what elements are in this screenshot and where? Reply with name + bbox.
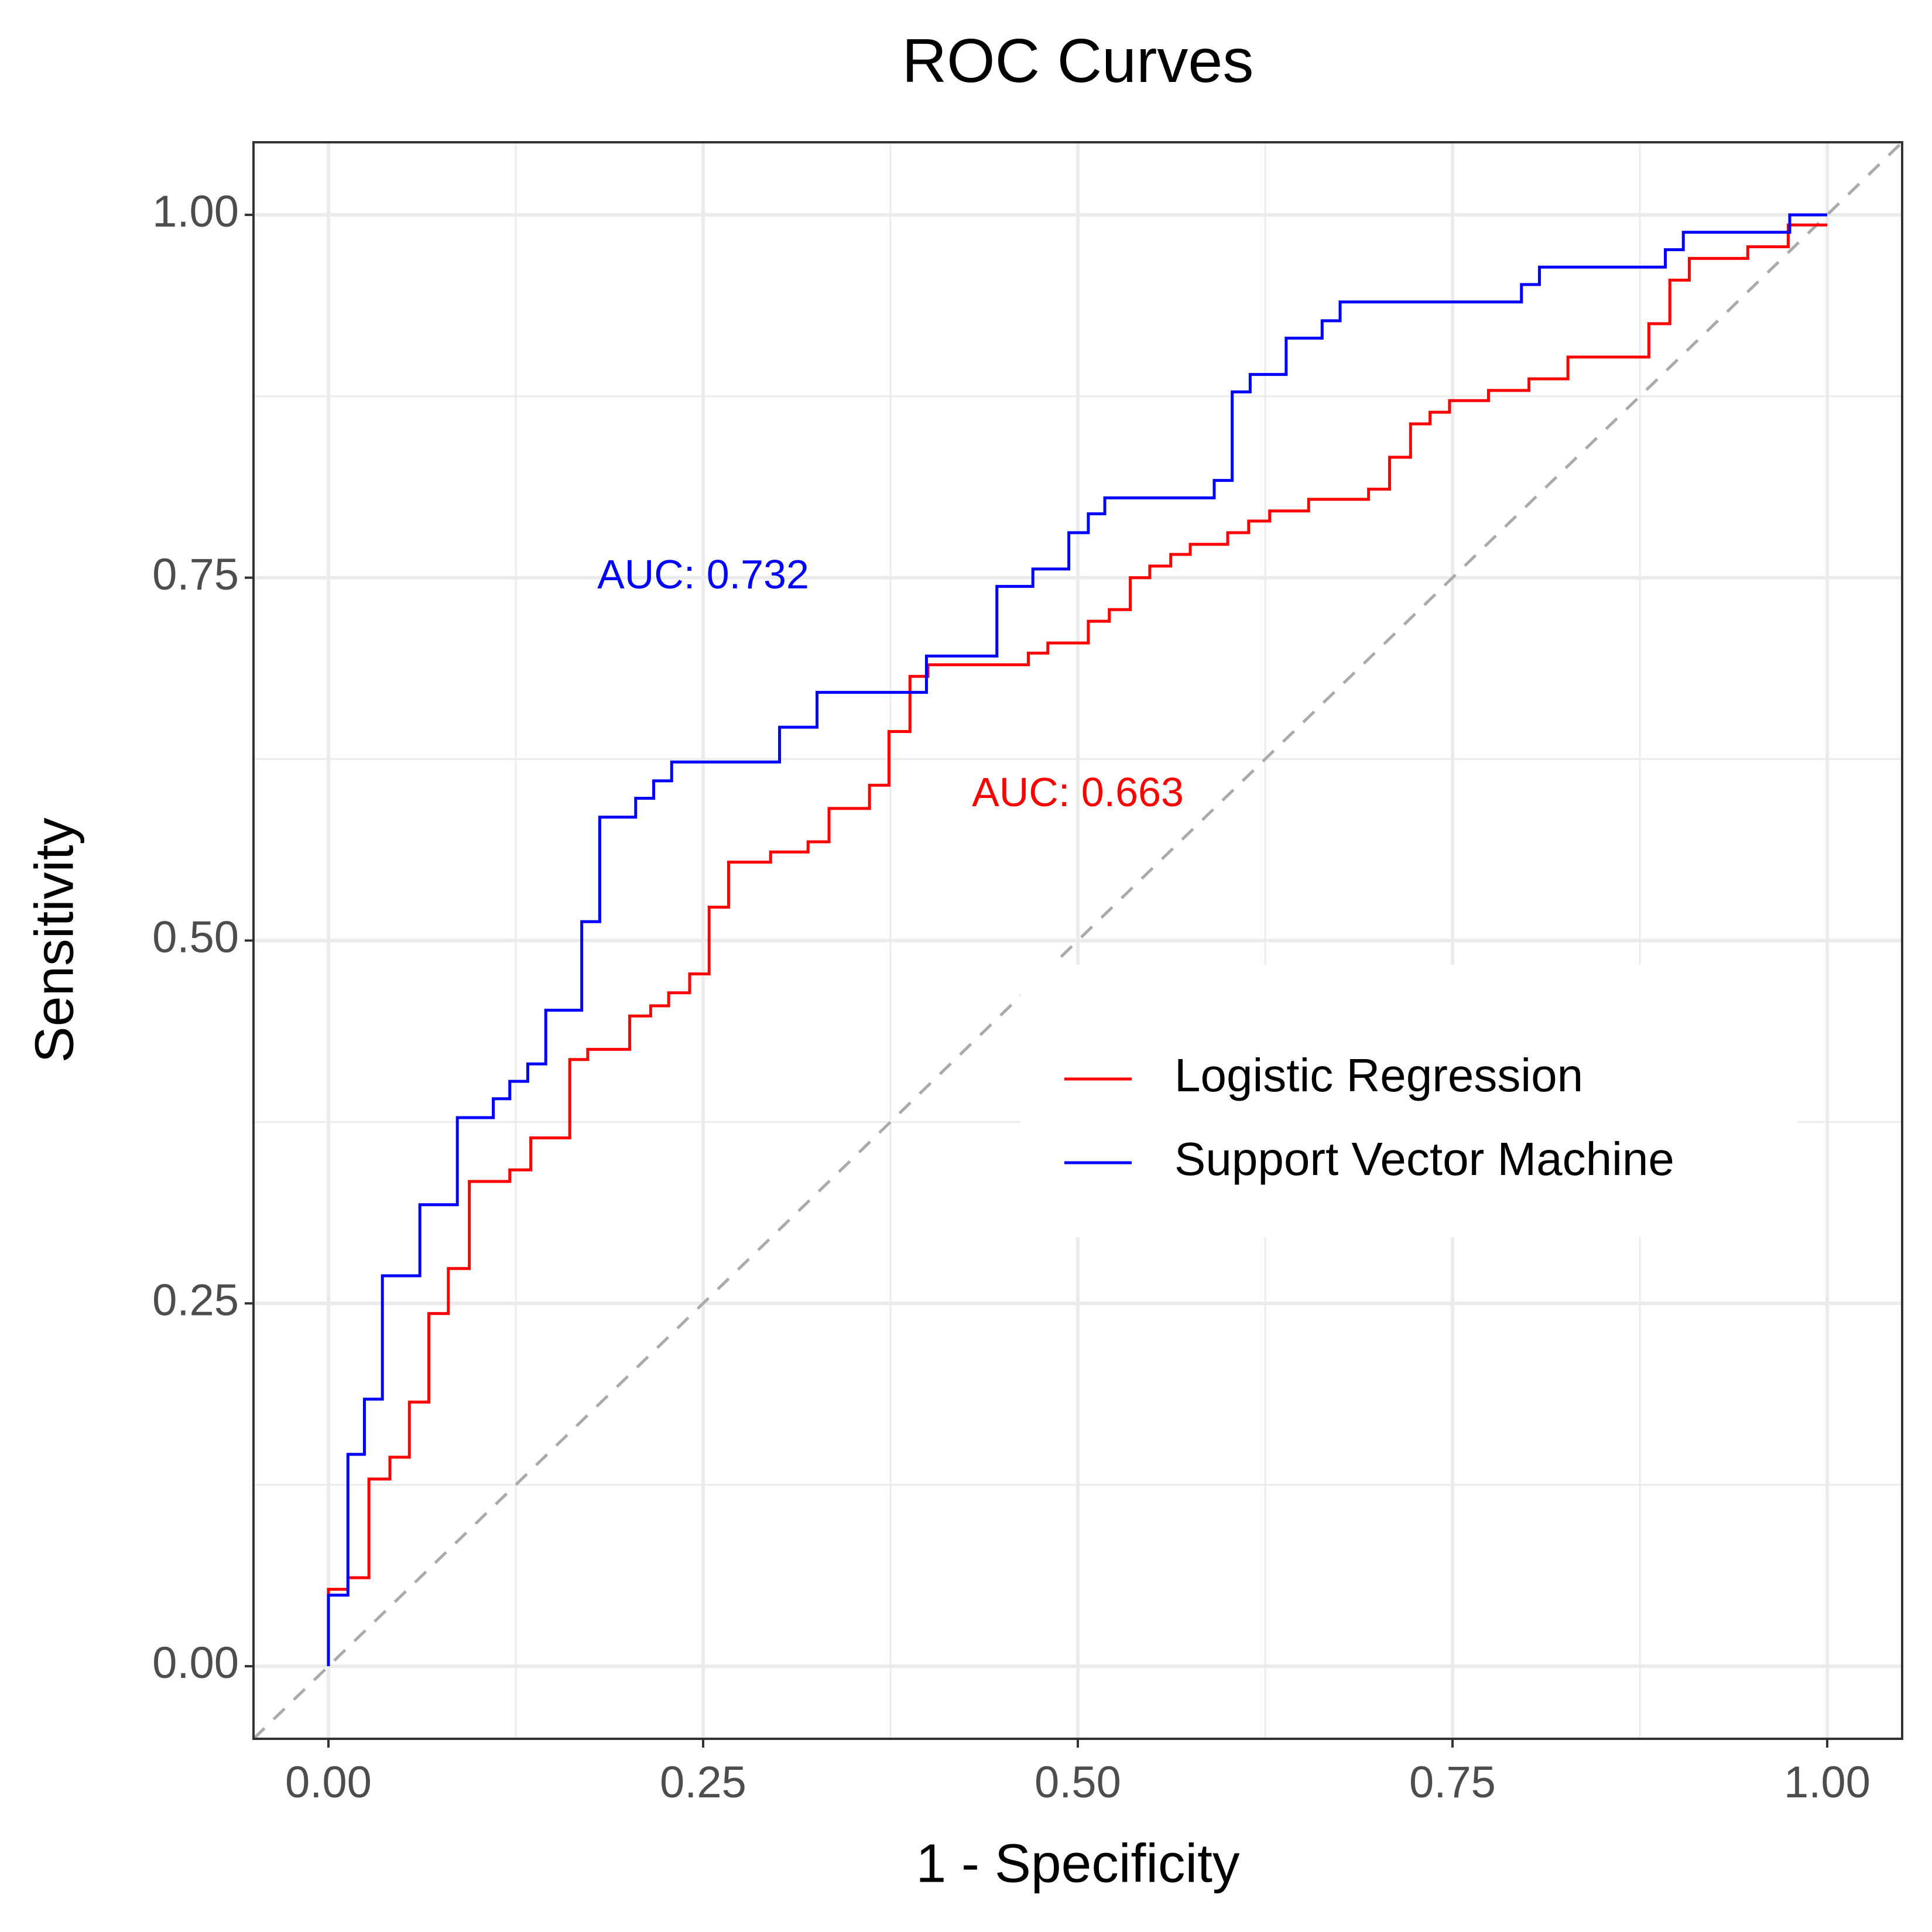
x-tick-label: 0.50	[1034, 1758, 1121, 1807]
reference-diagonal	[252, 141, 1903, 1740]
y-tick-label: 1.00	[152, 187, 239, 237]
y-tick-label: 0.25	[152, 1275, 239, 1325]
plot-border	[252, 141, 1903, 1740]
roc-curve	[327, 223, 1827, 1667]
x-axis-title: 1 - Specificity	[916, 1833, 1240, 1894]
y-tick-label: 0.75	[152, 550, 239, 600]
legend-background	[1020, 965, 1797, 1237]
x-tick-label: 0.25	[660, 1758, 746, 1807]
y-tick-label: 0.00	[152, 1638, 239, 1688]
roc-curve	[327, 213, 1827, 1667]
x-tick-label: 0.75	[1409, 1758, 1496, 1807]
auc-annotation: AUC: 0.663	[972, 769, 1184, 815]
x-tick-label: 1.00	[1784, 1758, 1871, 1807]
chart-title: ROC Curves	[902, 26, 1254, 95]
legend-label: Logistic Regression	[1174, 1049, 1583, 1101]
y-tick-label: 0.50	[152, 913, 239, 962]
legend-label: Support Vector Machine	[1174, 1133, 1674, 1185]
x-tick-label: 0.00	[285, 1758, 372, 1807]
y-axis-title: Sensitivity	[24, 817, 85, 1063]
auc-annotation: AUC: 0.732	[597, 551, 809, 597]
